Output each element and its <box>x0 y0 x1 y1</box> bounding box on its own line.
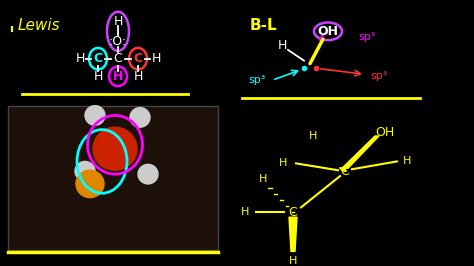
Text: C: C <box>134 52 143 65</box>
Text: B-L: B-L <box>250 18 278 33</box>
Text: H: H <box>279 158 287 168</box>
Text: C: C <box>289 206 297 219</box>
Circle shape <box>93 127 137 170</box>
Text: C: C <box>341 165 349 178</box>
Text: H: H <box>151 52 161 65</box>
Circle shape <box>76 170 104 198</box>
Text: H: H <box>113 15 123 28</box>
Text: H: H <box>259 174 267 184</box>
Text: :O:: :O: <box>109 35 127 48</box>
Text: H: H <box>241 207 249 217</box>
Text: OH: OH <box>375 126 395 139</box>
Circle shape <box>138 164 158 184</box>
Text: H: H <box>309 131 317 141</box>
Text: sp³: sp³ <box>248 75 265 85</box>
Text: H: H <box>289 256 297 266</box>
Text: OH: OH <box>318 25 338 38</box>
Text: H: H <box>133 70 143 83</box>
Text: sp³: sp³ <box>358 32 375 42</box>
Text: C: C <box>93 52 102 65</box>
Text: H: H <box>93 70 103 83</box>
Text: H: H <box>75 52 85 65</box>
Text: H: H <box>277 39 287 52</box>
Text: sp³: sp³ <box>370 71 387 81</box>
Text: C: C <box>114 52 122 65</box>
Text: H: H <box>113 70 123 83</box>
Circle shape <box>75 161 95 181</box>
Circle shape <box>130 108 150 127</box>
Bar <box>8 106 218 251</box>
Polygon shape <box>342 136 379 168</box>
Text: H: H <box>403 156 411 167</box>
Polygon shape <box>289 217 297 251</box>
Text: Lewis: Lewis <box>18 18 61 33</box>
Circle shape <box>85 106 105 125</box>
